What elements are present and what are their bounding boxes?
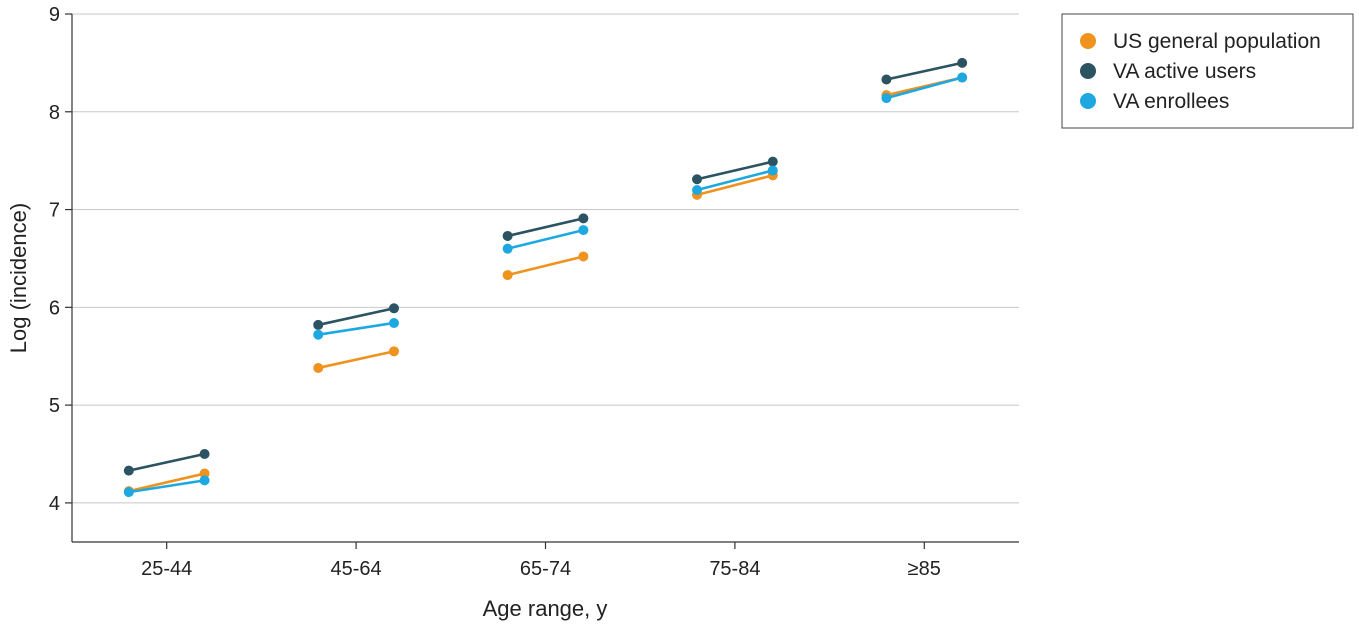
legend-label-va-active-users: VA active users [1113,60,1256,83]
data-point [313,319,324,330]
data-point [578,225,589,236]
data-point [692,185,703,195]
x-ticks: 25-44 45-64 65-74 75-84 ≥85 [141,542,941,580]
data-point [199,449,210,459]
legend-marker-va-enrollees [1080,93,1096,109]
series-segment [886,76,963,100]
legend-marker-us-general-population [1080,33,1096,49]
data-point [388,303,399,314]
data-point [767,156,778,167]
data-point [313,329,324,340]
legend-box [1061,13,1354,129]
series-segment [507,217,584,238]
x-axis-title: Age range, y [483,596,608,621]
data-point [578,251,589,262]
y-tick-label: 9 [49,4,60,26]
series-segment [317,307,395,327]
data-point [388,346,399,357]
series-va-active-users [123,57,968,476]
y-tick-label: 5 [49,395,60,417]
data-point [578,213,589,224]
data-point [767,165,778,176]
data-point [199,475,210,486]
series-va-enrollees [123,72,968,498]
x-tick-label: 45-64 [331,558,382,580]
legend-label-va-enrollees: VA enrollees [1113,90,1229,113]
series-segment [507,228,584,250]
series-segment [696,169,774,192]
series-segment [318,321,395,336]
legend: US general population VA active users VA… [1061,13,1354,129]
data-point [123,465,134,476]
series-segment [696,160,774,181]
series-segment [696,174,774,197]
y-tick-label: 7 [49,200,60,222]
series-segment [507,255,584,277]
y-ticks: 4 5 6 7 8 9 [49,4,72,515]
y-tick-label: 8 [49,102,60,124]
y-axis-title: Log (incidence) [6,203,31,353]
data-point [502,230,513,241]
series-segment [317,350,395,370]
data-point [881,74,892,85]
series-segment [128,452,205,472]
x-tick-label: 75-84 [709,558,760,580]
legend-marker-va-active-users [1080,63,1096,79]
series-segment [128,472,205,493]
series-segment [128,479,205,494]
legend-label-us-general-population: US general population [1113,30,1321,53]
series-segment [886,61,963,81]
data-point [502,270,513,281]
data-point [199,468,210,479]
data-point [502,243,513,254]
data-point [313,362,324,373]
x-tick-label: 65-74 [520,558,571,580]
gridlines [72,13,1019,504]
data-point [957,72,968,83]
y-tick-label: 4 [49,493,60,515]
data-point [957,57,968,68]
series-layer [123,57,968,498]
series-us-general-population [123,72,968,497]
data-point [881,93,892,104]
data-point [692,174,703,185]
x-tick-label: ≥85 [908,558,941,580]
y-tick-label: 6 [49,297,60,319]
x-tick-label: 25-44 [141,558,192,580]
data-point [123,487,134,498]
data-point [388,317,399,328]
